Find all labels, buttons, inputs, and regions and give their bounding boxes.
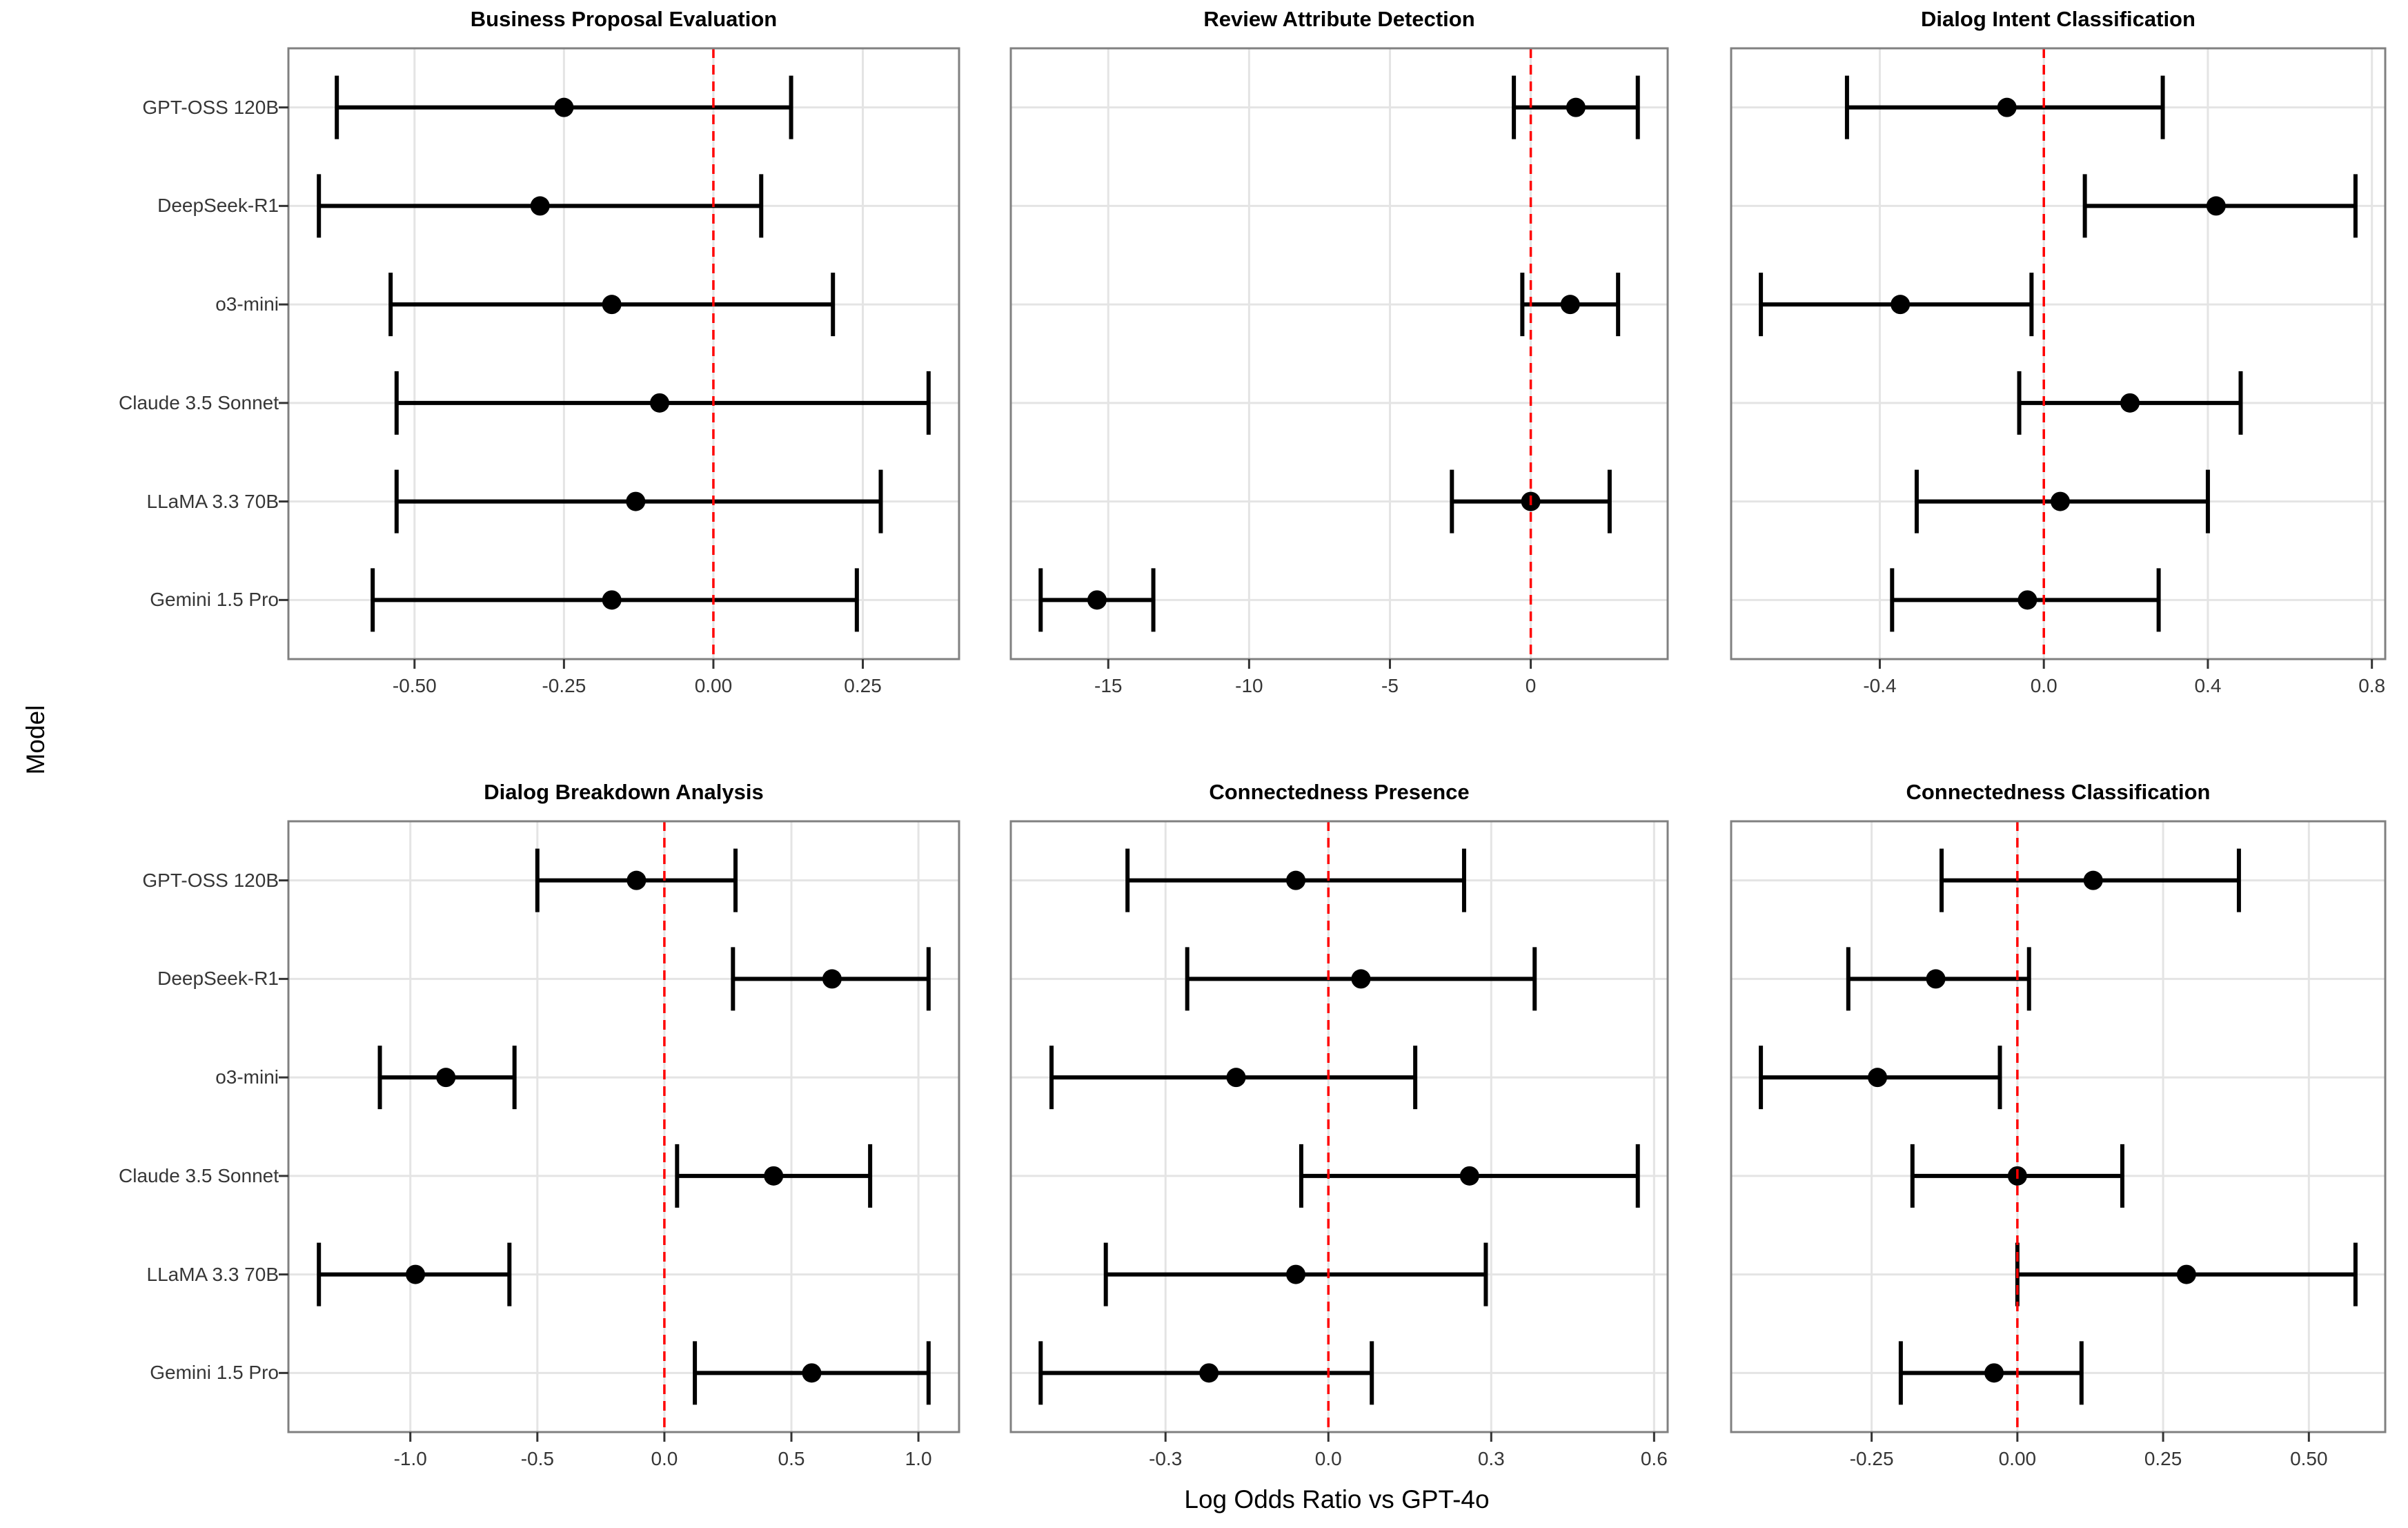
x-tick-label: -5 — [1381, 675, 1399, 696]
panel-border — [287, 820, 960, 1433]
x-tick-label: 0.4 — [2194, 675, 2221, 696]
point-estimate-marker — [649, 393, 669, 413]
panel-border — [287, 47, 960, 660]
point-estimate-marker — [2120, 393, 2140, 413]
x-tick-label: -1.0 — [394, 1448, 427, 1469]
point-estimate-marker — [1226, 1068, 1246, 1088]
x-tick-label: 0.25 — [2144, 1448, 2182, 1469]
x-tick-label: -0.25 — [1850, 1448, 1894, 1469]
point-estimate-marker — [2083, 870, 2103, 890]
x-tick-label: 0.6 — [1641, 1448, 1668, 1469]
point-estimate-marker — [1459, 1166, 1479, 1186]
point-estimate-marker — [554, 97, 574, 117]
x-tick-label: 0.25 — [844, 675, 882, 696]
x-tick-label: 0.8 — [2358, 675, 2385, 696]
x-tick-label: 0.5 — [778, 1448, 805, 1469]
panel-border — [1009, 47, 1669, 660]
y-axis-title: Model — [21, 705, 50, 775]
x-tick-label: -10 — [1235, 675, 1263, 696]
x-tick-label: -0.50 — [393, 675, 437, 696]
point-estimate-marker — [1566, 97, 1586, 117]
point-estimate-marker — [1926, 969, 1946, 989]
x-tick-label: -0.4 — [1863, 675, 1896, 696]
point-estimate-marker — [530, 196, 550, 216]
point-estimate-marker — [802, 1363, 822, 1383]
x-tick-label: 0.00 — [1999, 1448, 2037, 1469]
point-estimate-marker — [602, 590, 622, 610]
point-estimate-marker — [1351, 969, 1371, 989]
x-tick-label: 0.0 — [1315, 1448, 1342, 1469]
panel-title-connectedness-presence: Connectedness Presence — [1209, 780, 1470, 804]
point-estimate-marker — [1087, 590, 1107, 610]
point-estimate-marker — [2176, 1264, 2196, 1284]
point-estimate-marker — [1199, 1363, 1219, 1383]
panel-border — [1009, 820, 1669, 1433]
point-estimate-marker — [822, 969, 842, 989]
x-axis-title: Log Odds Ratio vs GPT-4o — [1184, 1485, 1490, 1514]
point-estimate-marker — [1997, 97, 2017, 117]
x-tick-label: -0.5 — [521, 1448, 554, 1469]
point-estimate-marker — [764, 1166, 784, 1186]
x-tick-label: 0.50 — [2290, 1448, 2328, 1469]
x-tick-label: 0.0 — [651, 1448, 678, 1469]
x-tick-label: 0.0 — [2031, 675, 2057, 696]
point-estimate-marker — [602, 295, 622, 315]
panel-title-connectedness-classification: Connectedness Classification — [1906, 780, 2211, 804]
x-tick-label: 1.0 — [905, 1448, 932, 1469]
panel-title-review-attribute-detection: Review Attribute Detection — [1203, 7, 1475, 31]
point-estimate-marker — [626, 491, 646, 511]
point-estimate-marker — [626, 870, 647, 890]
panel-title-business-proposal-evaluation: Business Proposal Evaluation — [470, 7, 778, 31]
x-tick-label: 0 — [1526, 675, 1537, 696]
x-tick-label: -0.3 — [1149, 1448, 1182, 1469]
point-estimate-marker — [1984, 1363, 2004, 1383]
point-estimate-marker — [1286, 870, 1306, 890]
point-estimate-marker — [1891, 295, 1911, 315]
x-tick-label: 0.00 — [695, 675, 733, 696]
point-estimate-marker — [2050, 491, 2070, 511]
x-tick-label: 0.3 — [1478, 1448, 1505, 1469]
point-estimate-marker — [2017, 590, 2037, 610]
panel-title-dialog-breakdown-analysis: Dialog Breakdown Analysis — [484, 780, 764, 804]
panel-title-dialog-intent-classification: Dialog Intent Classification — [1921, 7, 2195, 31]
x-tick-label: -0.25 — [542, 675, 586, 696]
point-estimate-marker — [406, 1264, 426, 1284]
panel-border — [1730, 820, 2387, 1433]
point-estimate-marker — [2206, 196, 2226, 216]
point-estimate-marker — [436, 1068, 456, 1088]
point-estimate-marker — [1560, 295, 1580, 315]
x-tick-label: -15 — [1094, 675, 1122, 696]
point-estimate-marker — [1868, 1068, 1888, 1088]
point-estimate-marker — [1286, 1264, 1306, 1284]
panel-border — [1730, 47, 2387, 660]
